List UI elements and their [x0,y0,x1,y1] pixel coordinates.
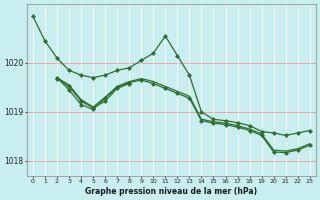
X-axis label: Graphe pression niveau de la mer (hPa): Graphe pression niveau de la mer (hPa) [85,187,257,196]
